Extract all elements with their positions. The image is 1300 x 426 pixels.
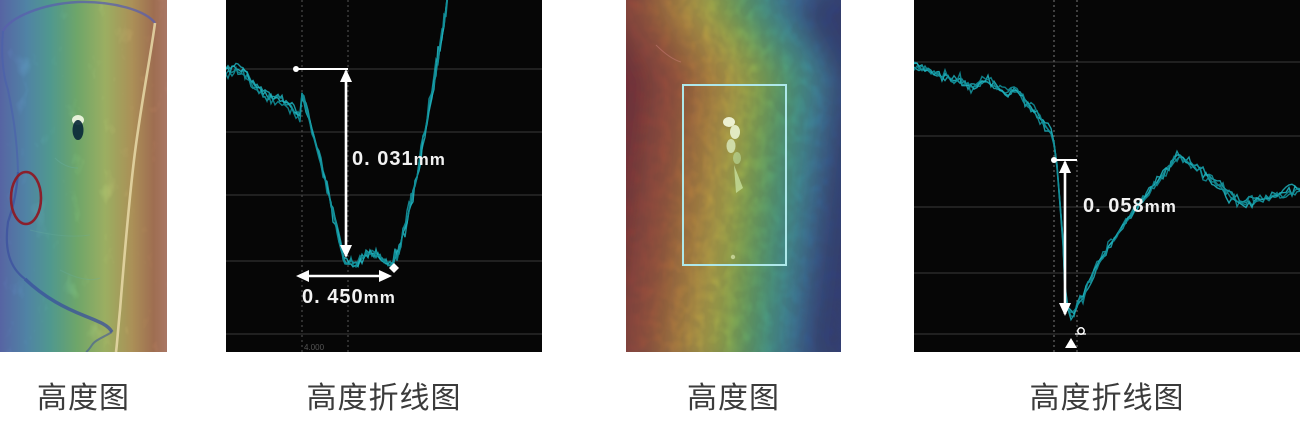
svg-text:0. 058mm: 0. 058mm xyxy=(1083,195,1177,217)
svg-text:0. 031mm: 0. 031mm xyxy=(352,148,446,170)
svg-text:0. 450mm: 0. 450mm xyxy=(302,286,396,308)
svg-text:4.000: 4.000 xyxy=(304,343,325,352)
